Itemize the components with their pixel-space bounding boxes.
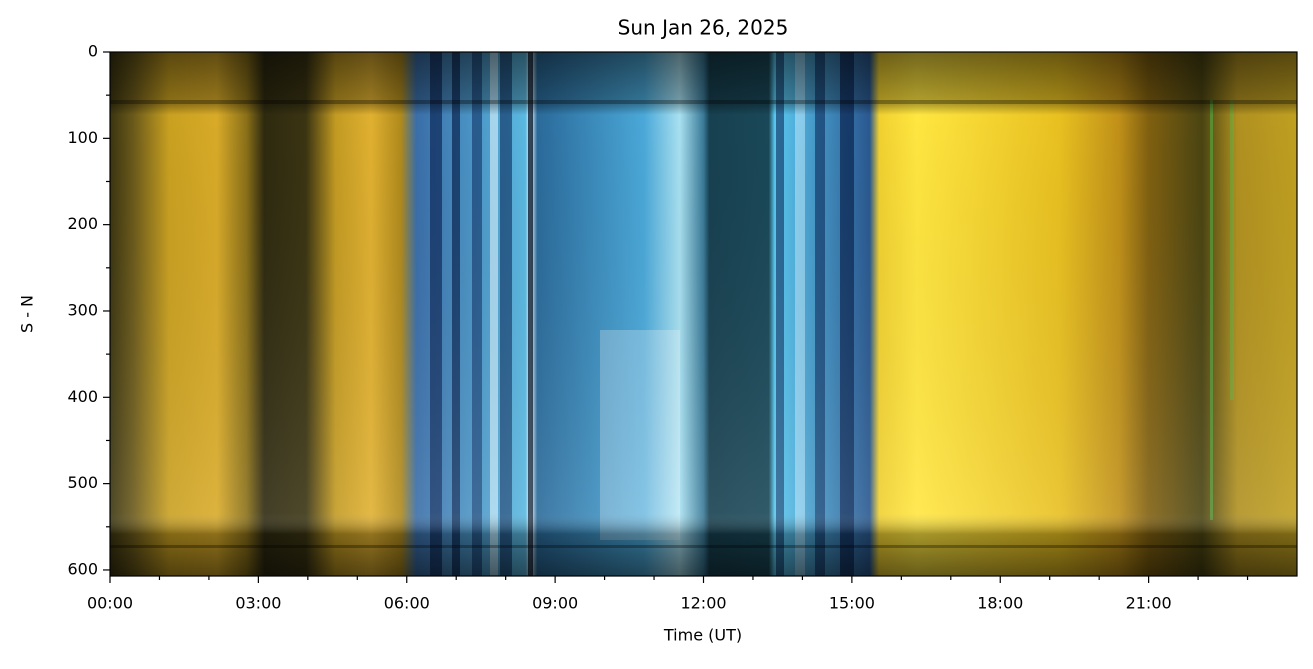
x-tick-label: 21:00 <box>1126 594 1172 613</box>
keogram-image <box>110 52 1297 576</box>
x-tick-label: 18:00 <box>977 594 1023 613</box>
chart-title: Sun Jan 26, 2025 <box>618 16 789 40</box>
x-axis-label: Time (UT) <box>663 626 742 645</box>
y-tick-label: 400 <box>67 387 98 406</box>
x-tick-label: 12:00 <box>680 594 726 613</box>
x-tick-label: 03:00 <box>235 594 281 613</box>
y-tick-label: 300 <box>67 300 98 319</box>
y-tick-label: 0 <box>88 42 98 61</box>
y-tick-label: 500 <box>67 473 98 492</box>
x-tick-label: 09:00 <box>532 594 578 613</box>
y-tick-label: 200 <box>67 214 98 233</box>
y-axis-label: S - N <box>18 295 37 333</box>
x-tick-label: 06:00 <box>384 594 430 613</box>
y-tick-label: 600 <box>67 559 98 578</box>
y-tick-label: 100 <box>67 128 98 147</box>
x-tick-label: 00:00 <box>87 594 133 613</box>
x-tick-label: 15:00 <box>829 594 875 613</box>
